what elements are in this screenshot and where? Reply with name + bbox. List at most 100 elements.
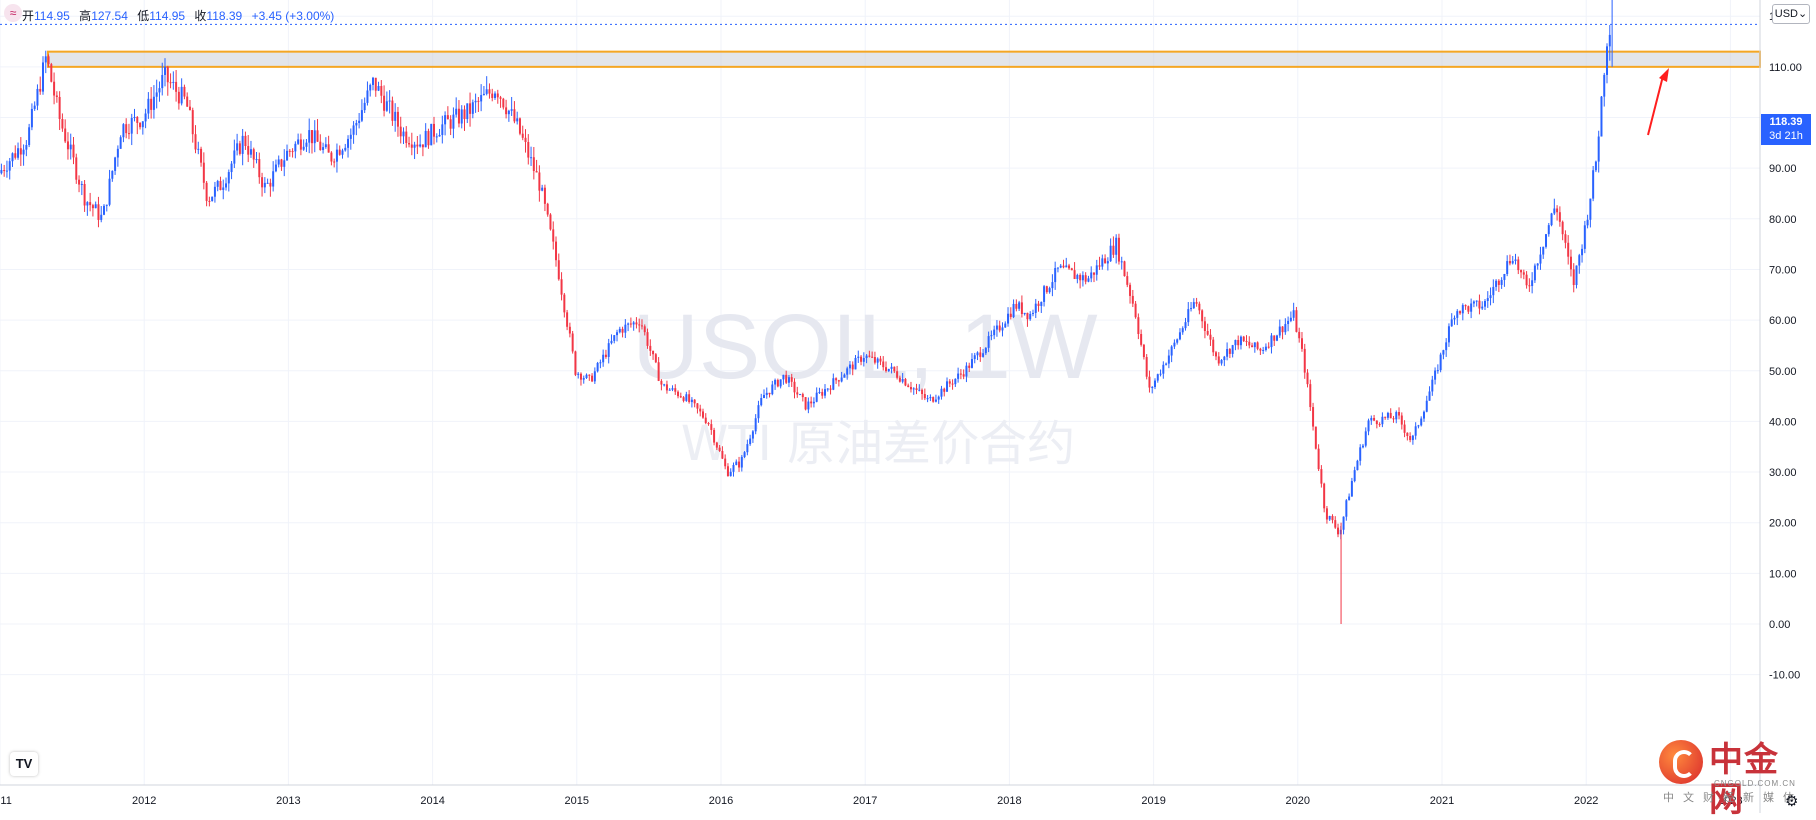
logo-tagline: 中文财经新媒体 bbox=[1663, 792, 1803, 804]
candle-body bbox=[1447, 326, 1450, 343]
candle-body bbox=[1528, 285, 1531, 287]
candle-body bbox=[474, 100, 477, 103]
candle-body bbox=[1004, 323, 1007, 328]
candle-body bbox=[1459, 311, 1462, 314]
tradingview-logo-icon[interactable]: TV bbox=[10, 752, 38, 776]
candle-body bbox=[3, 169, 6, 172]
candle-body bbox=[668, 389, 671, 391]
candle-body bbox=[907, 385, 910, 387]
candle-body bbox=[286, 150, 289, 161]
candle-body bbox=[1420, 418, 1423, 426]
candle-body bbox=[1070, 268, 1073, 271]
change-value: +3.45 (+3.00%) bbox=[251, 9, 335, 23]
candle-body bbox=[1472, 301, 1475, 304]
candle-body bbox=[751, 431, 754, 439]
candle-body bbox=[812, 401, 815, 404]
candle-body bbox=[277, 159, 280, 165]
candle-body bbox=[211, 196, 214, 202]
candle-body bbox=[518, 118, 521, 134]
candle-body bbox=[1600, 96, 1603, 137]
candle-body bbox=[527, 142, 530, 158]
candle-body bbox=[1145, 357, 1148, 377]
candle-body bbox=[993, 329, 996, 336]
candle-body bbox=[1018, 302, 1021, 309]
candle-body bbox=[1156, 374, 1159, 381]
candle-body bbox=[380, 86, 383, 96]
candle-body bbox=[1309, 384, 1312, 408]
candle-body bbox=[39, 88, 42, 92]
candle-body bbox=[582, 378, 585, 380]
candle-body bbox=[86, 202, 89, 206]
candle-body bbox=[244, 135, 247, 147]
candle-body bbox=[494, 93, 497, 98]
candle-body bbox=[610, 340, 613, 344]
candle-body bbox=[130, 118, 133, 134]
candle-body bbox=[868, 355, 871, 357]
candle-body bbox=[1361, 445, 1364, 448]
candle-body bbox=[0, 169, 3, 174]
candle-body bbox=[851, 364, 854, 370]
candle-body bbox=[560, 279, 563, 295]
candle-body bbox=[585, 374, 588, 379]
candle-body bbox=[236, 143, 239, 151]
watermark-main: USOIL, 1W bbox=[632, 296, 1097, 398]
candle-body bbox=[1456, 311, 1459, 318]
candle-body bbox=[876, 358, 879, 363]
candle-body bbox=[871, 356, 874, 358]
y-tick-label: 40.00 bbox=[1769, 416, 1797, 428]
candle-body bbox=[909, 386, 912, 390]
y-tick-label: 90.00 bbox=[1769, 163, 1797, 175]
candle-body bbox=[1281, 326, 1284, 333]
candle-body bbox=[1378, 424, 1381, 426]
candle-body bbox=[25, 145, 28, 150]
candle-body bbox=[749, 438, 752, 445]
candle-body bbox=[1450, 319, 1453, 327]
cngold-circle-icon bbox=[1659, 740, 1703, 784]
y-tick-label: 10.00 bbox=[1769, 568, 1797, 580]
currency-selector[interactable]: USD⌄ bbox=[1772, 4, 1810, 24]
candle-body bbox=[8, 161, 11, 171]
candle-body bbox=[541, 187, 544, 191]
candle-body bbox=[438, 134, 441, 137]
candle-body bbox=[671, 388, 674, 390]
candle-body bbox=[934, 399, 937, 402]
candle-body bbox=[1170, 346, 1173, 356]
candle-body bbox=[771, 384, 774, 395]
candle-body bbox=[1198, 303, 1201, 311]
candle-body bbox=[1581, 248, 1584, 256]
time-axis[interactable]: 2011 2012 2013 2014 2015 2016 2017 2018 2019 2020… bbox=[0, 795, 1743, 807]
candle-body bbox=[904, 378, 907, 386]
candle-body bbox=[1317, 448, 1320, 470]
candle-body bbox=[1190, 308, 1193, 310]
candle-body bbox=[288, 150, 291, 152]
candle-body bbox=[860, 356, 863, 362]
candle-body bbox=[1045, 286, 1048, 293]
candle-body bbox=[690, 399, 693, 403]
low-label: 低 bbox=[137, 9, 150, 23]
candle-body bbox=[854, 357, 857, 370]
candle-body bbox=[1054, 268, 1057, 283]
candle-body bbox=[1209, 334, 1212, 340]
candle-body bbox=[1370, 417, 1373, 421]
candle-body bbox=[433, 123, 435, 137]
candle-body bbox=[1389, 412, 1392, 419]
candle-body bbox=[507, 110, 510, 115]
candle-body bbox=[1575, 265, 1578, 286]
candle-body bbox=[618, 328, 621, 333]
candle-body bbox=[1142, 344, 1145, 358]
candle-body bbox=[1029, 313, 1032, 320]
candle-body bbox=[715, 442, 718, 448]
candle-body bbox=[186, 96, 189, 107]
x-tick-label: 2022 bbox=[1574, 795, 1598, 807]
price-axis[interactable]: 130.00120.00110.00100.0090.0080.0070.006… bbox=[1769, 0, 1803, 682]
y-tick-label: 110.00 bbox=[1769, 62, 1802, 74]
candle-body bbox=[1503, 273, 1506, 280]
candle-body bbox=[987, 336, 990, 348]
candle-body bbox=[1234, 339, 1237, 346]
wave-icon[interactable]: ≈ bbox=[4, 4, 22, 22]
candle-body bbox=[549, 214, 552, 230]
gear-icon[interactable]: ⚙ bbox=[1785, 793, 1799, 810]
candle-body bbox=[1506, 261, 1509, 274]
candle-body bbox=[324, 144, 327, 148]
